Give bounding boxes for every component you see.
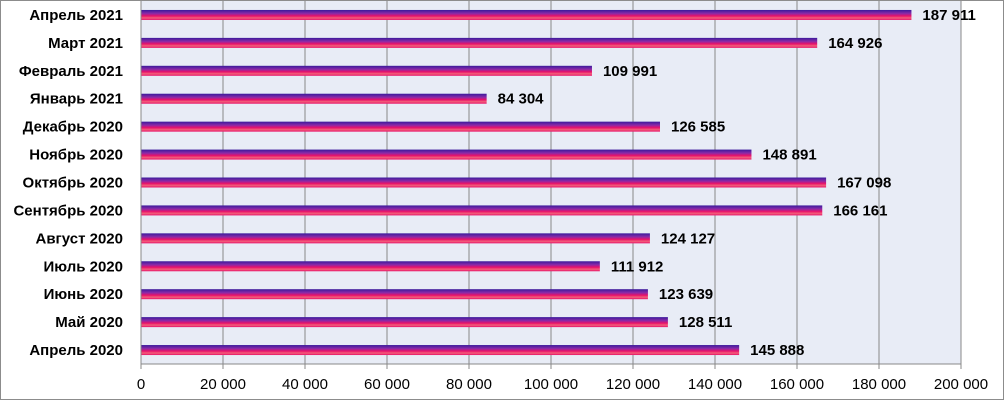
bar	[141, 149, 752, 160]
category-label: Ноябрь 2020	[29, 147, 123, 164]
bar	[141, 177, 827, 188]
bar	[141, 93, 487, 104]
data-label: 126 585	[671, 119, 725, 136]
category-label: Апрель 2021	[29, 7, 123, 24]
x-tick-label: 120 000	[606, 376, 660, 393]
data-label: 84 304	[498, 91, 545, 108]
data-label: 145 888	[750, 342, 804, 359]
category-label: Июнь 2020	[44, 286, 123, 303]
bar	[141, 345, 740, 356]
bar	[141, 9, 912, 20]
bar	[141, 205, 823, 216]
x-tick-label: 140 000	[688, 376, 742, 393]
x-tick-label: 180 000	[852, 376, 906, 393]
data-label: 111 912	[611, 258, 664, 275]
category-labels: Апрель 2021 Март 2021 Февраль 2021 Январь 2…	[13, 7, 123, 359]
category-label: Июль 2020	[43, 258, 123, 275]
bar	[141, 65, 592, 76]
x-tick-label: 100 000	[524, 376, 578, 393]
bar	[141, 233, 650, 244]
bars	[141, 9, 912, 356]
x-tick-label: 0	[137, 376, 145, 393]
x-tick-label: 80 000	[446, 376, 492, 393]
category-label: Сентябрь 2020	[13, 202, 123, 219]
x-tick-label: 20 000	[200, 376, 246, 393]
value-labels: 187 911 164 926 109 991 84 304 126 585 148 89…	[498, 7, 976, 359]
category-label: Август 2020	[36, 230, 124, 247]
bar	[141, 37, 818, 48]
data-label: 187 911	[922, 7, 975, 24]
data-label: 166 161	[833, 202, 887, 219]
x-axis-tick-labels: 0 20 000 40 000 60 000 80 000 100 000 120 000 1…	[137, 364, 988, 393]
category-label: Апрель 2020	[29, 342, 123, 359]
bar	[141, 121, 660, 132]
data-label: 109 991	[603, 63, 657, 80]
data-label: 167 098	[837, 175, 891, 192]
category-label: Октябрь 2020	[23, 175, 123, 192]
category-label: Март 2021	[48, 35, 123, 52]
x-tick-label: 60 000	[364, 376, 410, 393]
category-label: Февраль 2021	[19, 63, 123, 80]
bar	[141, 317, 668, 328]
data-label: 124 127	[661, 230, 715, 247]
bar	[141, 261, 600, 272]
data-label: 148 891	[762, 147, 816, 164]
x-tick-label: 40 000	[282, 376, 328, 393]
data-label: 123 639	[659, 286, 713, 303]
data-label: 128 511	[679, 314, 732, 331]
data-label: 164 926	[828, 35, 882, 52]
bar	[141, 289, 648, 300]
x-tick-label: 200 000	[934, 376, 988, 393]
category-label: Январь 2021	[30, 91, 123, 108]
x-tick-label: 160 000	[770, 376, 824, 393]
category-label: Май 2020	[55, 314, 123, 331]
category-label: Декабрь 2020	[23, 119, 123, 136]
